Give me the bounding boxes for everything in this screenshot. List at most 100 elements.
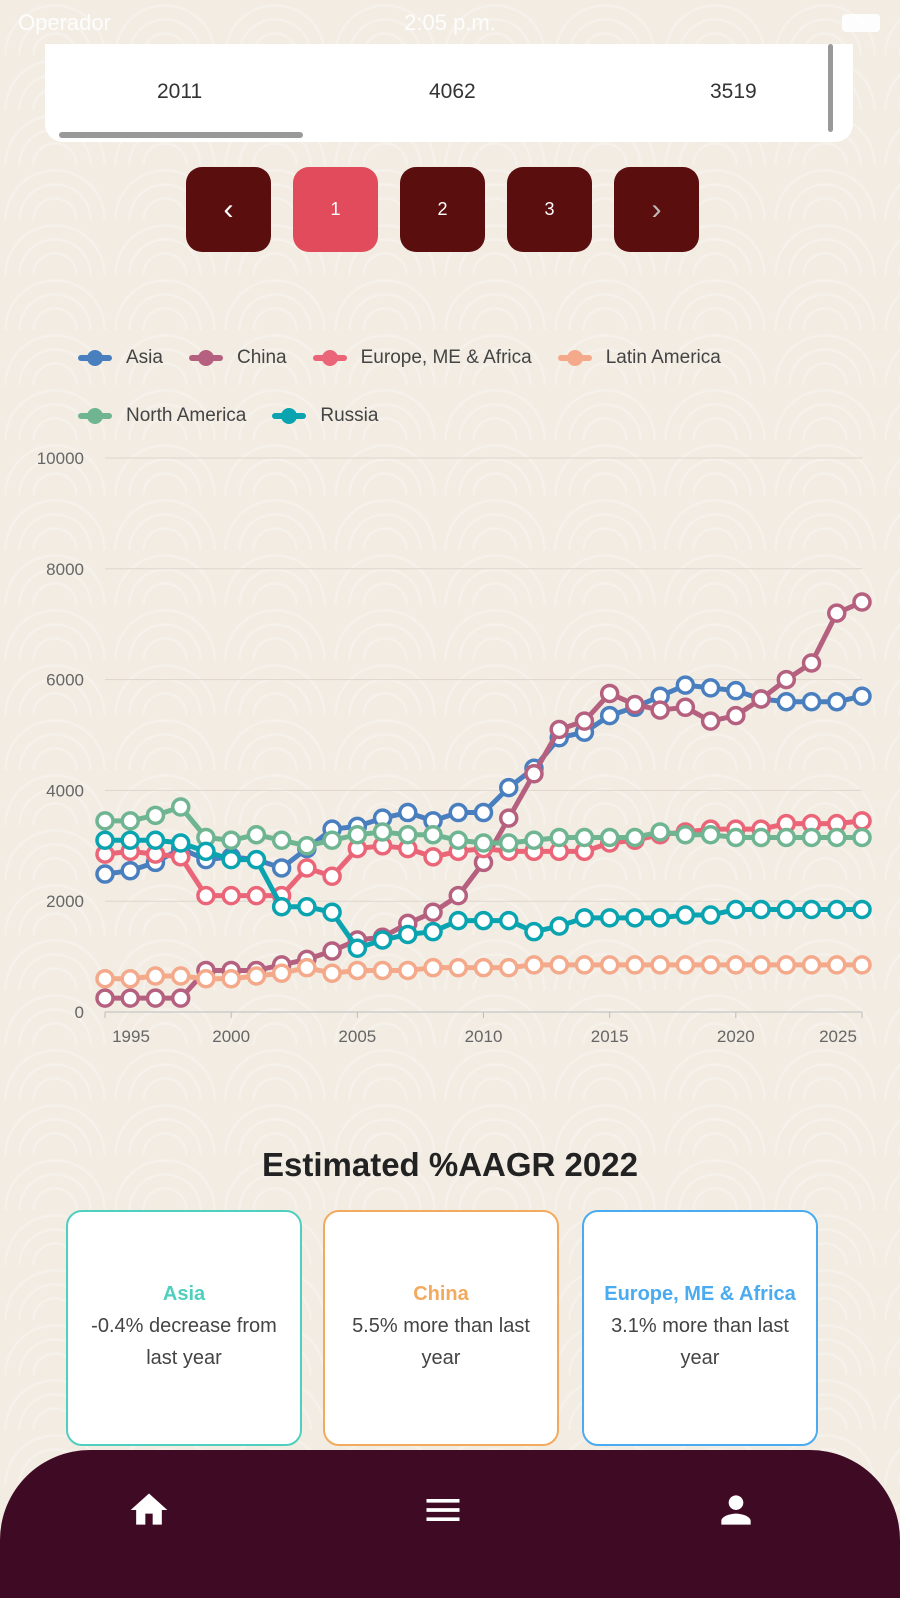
data-point: [827, 603, 847, 623]
cell-value-1: 4062: [429, 80, 476, 103]
data-point: [170, 988, 191, 1008]
data-point: [145, 830, 166, 851]
vertical-scrollbar[interactable]: [828, 44, 833, 132]
data-point: [322, 902, 342, 923]
data-point: [271, 858, 292, 878]
x-tick-label: 1995: [112, 1027, 150, 1046]
y-tick-label: 4000: [46, 781, 84, 800]
data-point: [120, 969, 140, 989]
data-point: [852, 592, 872, 612]
data-point: [120, 860, 140, 881]
card-text: -0.4% decrease from last year: [91, 1315, 277, 1369]
data-point: [852, 955, 872, 975]
page-3-button[interactable]: 3: [507, 167, 592, 252]
menu-icon[interactable]: [421, 1488, 465, 1532]
page-1-button[interactable]: 1: [293, 167, 378, 252]
data-point: [801, 827, 822, 848]
x-tick-label: 2005: [338, 1027, 376, 1046]
data-point: [700, 905, 721, 925]
data-table-row[interactable]: 2011 4062 3519: [45, 44, 853, 142]
data-point: [196, 841, 216, 862]
data-point: [398, 960, 418, 981]
data-point: [95, 969, 115, 989]
next-page-button[interactable]: ›: [614, 167, 699, 252]
data-point: [751, 899, 771, 920]
data-point: [448, 885, 469, 906]
data-point: [473, 910, 494, 931]
data-point: [524, 921, 544, 942]
chart-legend: Asia China Europe, ME & Africa Latin Americ…: [78, 345, 858, 429]
data-point: [751, 827, 771, 848]
profile-icon[interactable]: [714, 1488, 758, 1532]
legend-label: Latin America: [605, 347, 721, 368]
data-point: [675, 955, 696, 975]
data-point: [423, 847, 443, 867]
y-tick-label: 0: [75, 1003, 84, 1022]
legend-item[interactable]: Europe, ME & Africa: [312, 345, 532, 371]
data-point: [448, 802, 469, 823]
x-tick-label: 2010: [465, 1027, 503, 1046]
data-point: [574, 827, 595, 848]
data-point: [726, 955, 746, 975]
data-point: [599, 705, 620, 726]
legend-label: Asia: [126, 347, 163, 368]
card-text: 5.5% more than last year: [352, 1315, 530, 1369]
data-point: [700, 711, 721, 731]
card-text: 3.1% more than last year: [611, 1315, 789, 1369]
data-point: [473, 833, 494, 853]
legend-item[interactable]: China: [188, 345, 287, 371]
data-point: [120, 830, 140, 851]
data-point: [625, 908, 645, 928]
y-tick-label: 6000: [46, 671, 84, 690]
data-point: [145, 805, 166, 826]
data-point: [498, 833, 519, 853]
series-line-china: [105, 599, 864, 1001]
prev-page-button[interactable]: ‹: [186, 167, 271, 252]
data-point: [372, 930, 393, 950]
data-point: [322, 941, 342, 961]
data-point: [221, 885, 241, 906]
data-point: [347, 824, 368, 845]
data-point: [473, 957, 494, 978]
data-point: [524, 830, 544, 851]
data-point: [726, 680, 746, 701]
data-point: [322, 830, 342, 851]
data-point: [852, 899, 872, 920]
legend-label: Russia: [320, 405, 379, 426]
legend-item[interactable]: Asia: [78, 345, 163, 371]
data-point: [599, 908, 620, 928]
horizontal-scrollbar[interactable]: [59, 132, 303, 138]
data-point: [145, 966, 166, 986]
data-point: [776, 827, 797, 848]
legend-marker-icon: [78, 350, 112, 366]
data-point: [322, 963, 342, 983]
data-point: [170, 966, 191, 986]
data-point: [827, 899, 847, 920]
data-point: [95, 988, 115, 1008]
data-point: [776, 692, 797, 712]
data-point: [221, 849, 241, 870]
data-point: [574, 711, 595, 731]
data-point: [827, 827, 847, 848]
legend-item[interactable]: North America: [78, 403, 246, 429]
data-point: [675, 697, 696, 718]
legend-item[interactable]: Russia: [272, 403, 378, 429]
data-point: [650, 700, 670, 720]
data-point: [599, 683, 620, 704]
data-point: [801, 692, 822, 712]
legend-marker-icon: [312, 350, 347, 366]
data-point: [196, 885, 216, 906]
data-point: [120, 988, 140, 1008]
data-point: [297, 957, 317, 978]
bottom-nav: [0, 1450, 900, 1598]
legend-item[interactable]: Latin America: [557, 345, 721, 371]
data-point: [776, 955, 797, 975]
pagination: ‹ 1 2 3 ›: [186, 167, 699, 252]
data-point: [801, 653, 822, 673]
home-icon[interactable]: [127, 1488, 171, 1532]
data-point: [625, 694, 645, 715]
page-2-button[interactable]: 2: [400, 167, 485, 252]
x-tick-label: 2025: [819, 1027, 857, 1046]
carrier: Operador: [18, 10, 111, 35]
data-point: [751, 689, 771, 709]
